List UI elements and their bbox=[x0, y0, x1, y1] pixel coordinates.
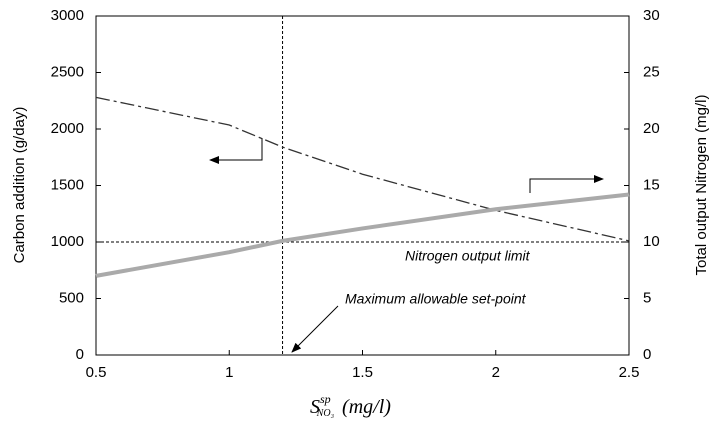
y-tick-label: 1000 bbox=[51, 233, 84, 250]
y-tick-label: 3000 bbox=[51, 7, 84, 24]
y-tick-label: 2000 bbox=[51, 120, 84, 137]
y-tick-label: 1500 bbox=[51, 176, 84, 193]
x-axis-label: Ssp NO₃ (mg/l) bbox=[310, 392, 391, 420]
y2-tick-label: 25 bbox=[643, 63, 660, 80]
y2-tick-label: 20 bbox=[643, 120, 660, 137]
right-axis-indicator bbox=[529, 175, 604, 193]
set-point-label: Maximum allowable set-point bbox=[345, 291, 527, 307]
y2-tick-label: 0 bbox=[643, 346, 651, 363]
y-tick-label: 500 bbox=[59, 289, 84, 306]
x-tick-label: 2 bbox=[492, 364, 500, 381]
y-tick-label: 2500 bbox=[51, 63, 84, 80]
y2-tick-label: 15 bbox=[643, 176, 660, 193]
x-tick-label: 1 bbox=[225, 364, 233, 381]
x-tick-label: 1.5 bbox=[352, 364, 373, 381]
y-axis-label: Carbon addition (g/day) bbox=[11, 107, 28, 264]
x-tick-label: 0.5 bbox=[86, 364, 107, 381]
y2-tick-label: 5 bbox=[643, 289, 651, 306]
set-point-arrow bbox=[291, 305, 339, 353]
x-label-unit: (mg/l) bbox=[342, 396, 391, 418]
y2-axis-label: Total output Nitrogen (mg/l) bbox=[693, 95, 710, 276]
y2-tick-label: 30 bbox=[643, 7, 660, 24]
x-tick-label: 2.5 bbox=[619, 364, 640, 381]
x-label-symbol: S bbox=[310, 396, 320, 418]
limit-label: Nitrogen output limit bbox=[405, 248, 531, 264]
y-tick-label: 0 bbox=[76, 346, 84, 363]
y2-tick-label: 10 bbox=[643, 233, 660, 250]
x-label-sup: sp bbox=[320, 392, 331, 406]
x-label-sub: NO₃ bbox=[316, 408, 335, 419]
series-line bbox=[95, 96, 630, 242]
series-line bbox=[95, 192, 630, 278]
left-axis-indicator bbox=[209, 138, 263, 164]
